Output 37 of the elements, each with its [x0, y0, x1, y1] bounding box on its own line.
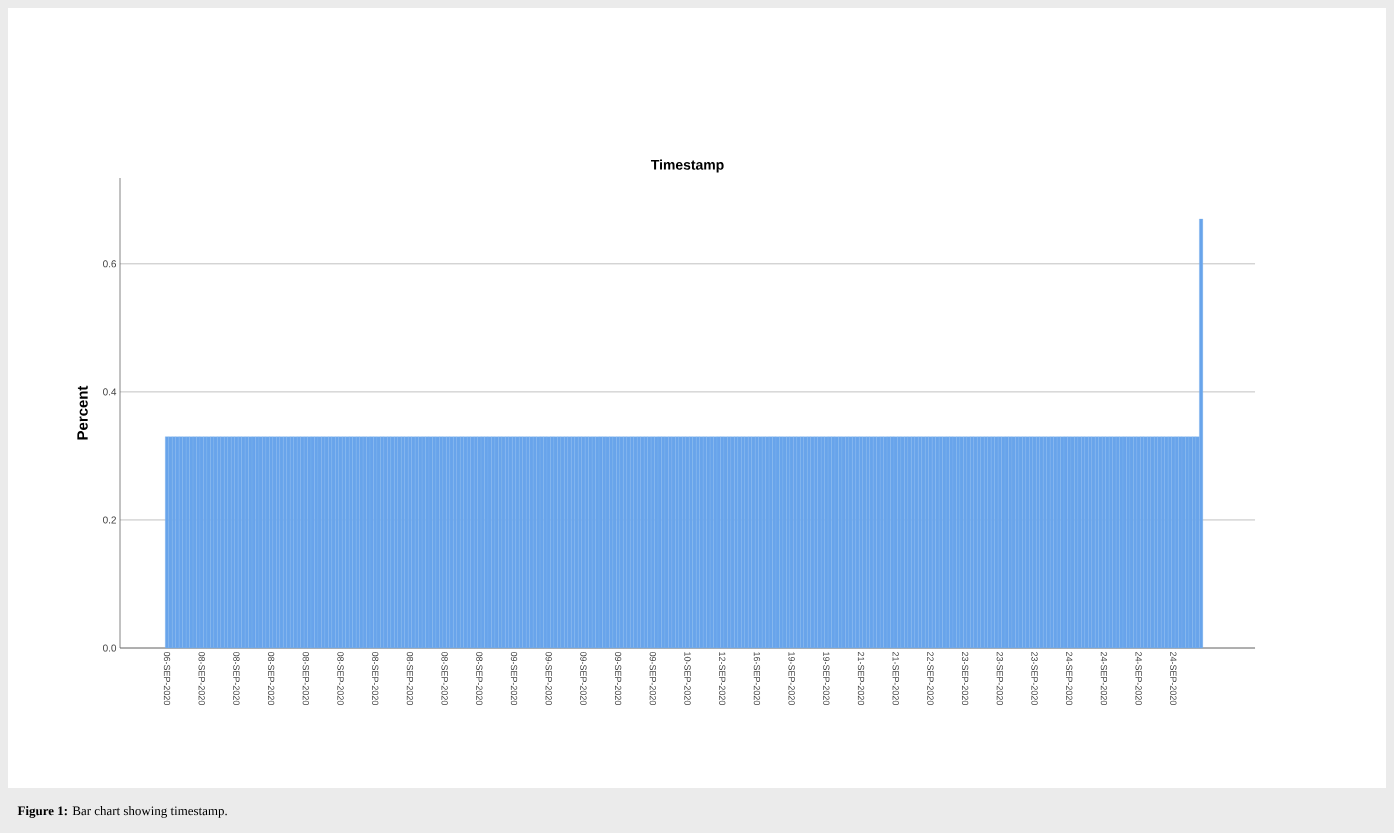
- x-tick-label: 06-SEP-2020: [163, 651, 171, 706]
- x-tick-label: 08-SEP-2020: [406, 651, 414, 706]
- x-tick-label: 23-SEP-2020: [961, 651, 969, 706]
- x-tick-label: 24-SEP-2020: [1100, 651, 1108, 706]
- x-tick-label: 09-SEP-2020: [614, 651, 622, 706]
- x-tick-label: 08-SEP-2020: [476, 651, 483, 706]
- y-tick-label: 0.6: [103, 260, 117, 268]
- x-tick-label: 21-SEP-2020: [857, 651, 865, 706]
- x-tick-label: 09-SEP-2020: [580, 651, 587, 706]
- x-tick-label: 23-SEP-2020: [996, 651, 1003, 706]
- x-tick-label: 21-SEP-2020: [892, 651, 899, 706]
- y-axis-title: Percent: [77, 385, 88, 440]
- y-tick-label: 0.4: [103, 388, 117, 396]
- x-tick-label: 24-SEP-2020: [1135, 651, 1142, 706]
- text: Figure 1: Bar chart showing timestamp.: [17, 806, 227, 818]
- x-tick-label: 24-SEP-2020: [1170, 651, 1177, 706]
- x-tick-label: 08-SEP-2020: [337, 651, 344, 706]
- x-tick-label: 08-SEP-2020: [267, 651, 275, 706]
- x-tick-label: 16-SEP-2020: [753, 652, 761, 706]
- y-tick-label: 0.0: [103, 644, 117, 652]
- x-tick-label: 09-SEP-2020: [545, 651, 552, 706]
- y-tick-label: 0.2: [103, 516, 116, 524]
- x-tick-label: 08-SEP-2020: [441, 651, 448, 706]
- x-tick-label: 08-SEP-2020: [302, 651, 309, 706]
- x-tick-label: 19-SEP-2020: [788, 652, 795, 706]
- x-tick-label: 23-SEP-2020: [1031, 651, 1038, 706]
- x-tick-label: 08-SEP-2020: [233, 651, 240, 706]
- x-tick-label: 24-SEP-2020: [1066, 651, 1073, 706]
- chart-title: Timestamp: [650, 159, 724, 173]
- x-tick-label: 08-SEP-2020: [198, 651, 205, 706]
- x-tick-label: 22-SEP-2020: [927, 651, 934, 706]
- x-tick-label: 08-SEP-2020: [372, 651, 379, 706]
- x-tick-label: 19-SEP-2020: [823, 652, 830, 706]
- x-tick-label: 09-SEP-2020: [649, 651, 656, 706]
- x-tick-label: 10-SEP-2020: [684, 652, 691, 706]
- x-tick-label: 12-SEP-2020: [719, 652, 726, 706]
- x-tick-label: 09-SEP-2020: [510, 651, 518, 706]
